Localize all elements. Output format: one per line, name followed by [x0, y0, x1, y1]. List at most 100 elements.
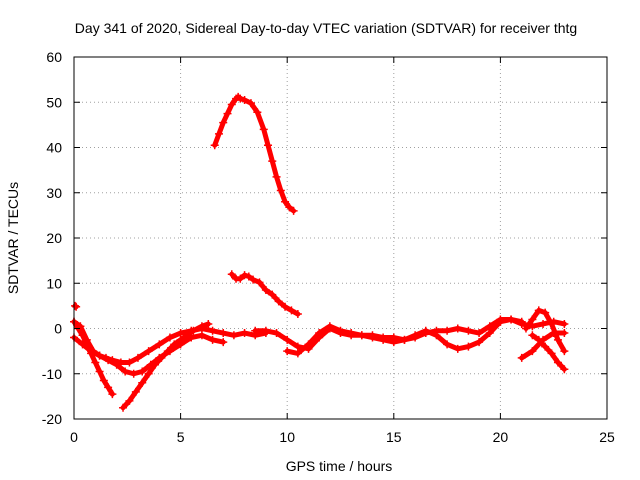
- series-arc-start-point: [71, 301, 81, 311]
- x-tick-label: 5: [177, 429, 185, 445]
- data-point: [244, 272, 253, 281]
- y-tick-label: -10: [42, 366, 62, 382]
- data-point: [389, 338, 398, 347]
- data-point: [443, 340, 452, 349]
- data-point: [240, 329, 249, 338]
- data-point: [475, 338, 484, 347]
- data-point: [464, 342, 473, 351]
- data-point: [255, 278, 264, 287]
- data-point: [272, 329, 281, 338]
- data-point: [236, 94, 245, 103]
- data-point: [95, 351, 104, 360]
- data-point: [249, 275, 258, 284]
- data-point: [176, 329, 185, 338]
- data-point: [259, 125, 268, 134]
- y-tick-label: 20: [46, 230, 62, 246]
- data-point: [214, 129, 223, 138]
- data-point: [443, 326, 452, 335]
- data-point: [125, 396, 134, 405]
- data-point: [485, 324, 494, 333]
- series-trace: [120, 321, 211, 411]
- data-point: [261, 286, 270, 295]
- data-point: [553, 358, 562, 367]
- data-point: [155, 340, 164, 349]
- data-point: [125, 358, 134, 367]
- data-point: [208, 335, 217, 344]
- series-trace: [71, 319, 115, 397]
- data-point: [157, 353, 166, 362]
- data-point: [287, 306, 296, 315]
- data-point: [421, 326, 430, 335]
- data-point: [293, 342, 302, 351]
- data-point: [541, 308, 550, 317]
- y-tick-label: 60: [46, 49, 62, 65]
- data-point: [293, 349, 302, 358]
- data-point: [121, 367, 130, 376]
- data-point: [283, 335, 292, 344]
- data-point: [144, 347, 153, 356]
- data-point: [182, 331, 191, 340]
- data-point: [276, 186, 285, 195]
- x-tick-label: 10: [279, 429, 295, 445]
- data-point: [240, 271, 249, 280]
- data-point: [496, 317, 505, 326]
- data-point: [293, 310, 302, 319]
- data-point: [78, 331, 87, 340]
- x-tick-label: 20: [493, 429, 509, 445]
- chart-title: Day 341 of 2020, Sidereal Day-to-day VTE…: [75, 20, 577, 36]
- data-point: [165, 333, 174, 342]
- data-point: [104, 383, 113, 392]
- data-point: [517, 353, 526, 362]
- data-point: [507, 315, 516, 324]
- data-point: [219, 118, 228, 127]
- data-point: [95, 367, 104, 376]
- y-axis-label: SDTVAR / TECUs: [5, 182, 21, 294]
- data-point: [464, 326, 473, 335]
- data-point: [129, 369, 138, 378]
- data-point: [304, 340, 313, 349]
- data-point: [368, 333, 377, 342]
- data-point: [227, 270, 236, 279]
- grid-lines: [74, 57, 607, 419]
- data-point: [281, 197, 290, 206]
- data-point: [547, 349, 556, 358]
- data-point: [72, 302, 81, 311]
- data-point: [261, 326, 270, 335]
- data-point: [553, 335, 562, 344]
- data-point: [170, 340, 179, 349]
- y-tick-label: 50: [46, 94, 62, 110]
- data-point: [246, 99, 255, 108]
- series-arc-day-2: [283, 317, 505, 358]
- data-point: [223, 109, 232, 118]
- series-arc-rise: [119, 319, 213, 412]
- data-point: [82, 340, 91, 349]
- data-point: [453, 344, 462, 353]
- y-tick-label: 40: [46, 140, 62, 156]
- data-point: [357, 331, 366, 340]
- data-point: [528, 347, 537, 356]
- data-point: [528, 331, 537, 340]
- data-point: [315, 329, 324, 338]
- y-tick-label: 30: [46, 185, 62, 201]
- data-point: [133, 353, 142, 362]
- data-point: [400, 335, 409, 344]
- data-point: [151, 360, 160, 369]
- data-point: [521, 324, 530, 333]
- data-point: [71, 301, 80, 310]
- data-point: [119, 403, 128, 412]
- data-point: [534, 335, 543, 344]
- data-point: [281, 302, 290, 311]
- data-point: [104, 356, 113, 365]
- data-point: [251, 326, 260, 335]
- series-trace: [252, 316, 525, 352]
- data-point: [268, 290, 277, 299]
- data-points: [70, 92, 569, 412]
- data-point: [534, 306, 543, 315]
- data-point: [272, 172, 281, 181]
- data-point: [112, 360, 121, 369]
- data-point: [560, 365, 569, 374]
- data-point: [560, 329, 569, 338]
- data-point: [87, 349, 96, 358]
- data-point: [108, 390, 117, 399]
- data-point: [99, 376, 108, 385]
